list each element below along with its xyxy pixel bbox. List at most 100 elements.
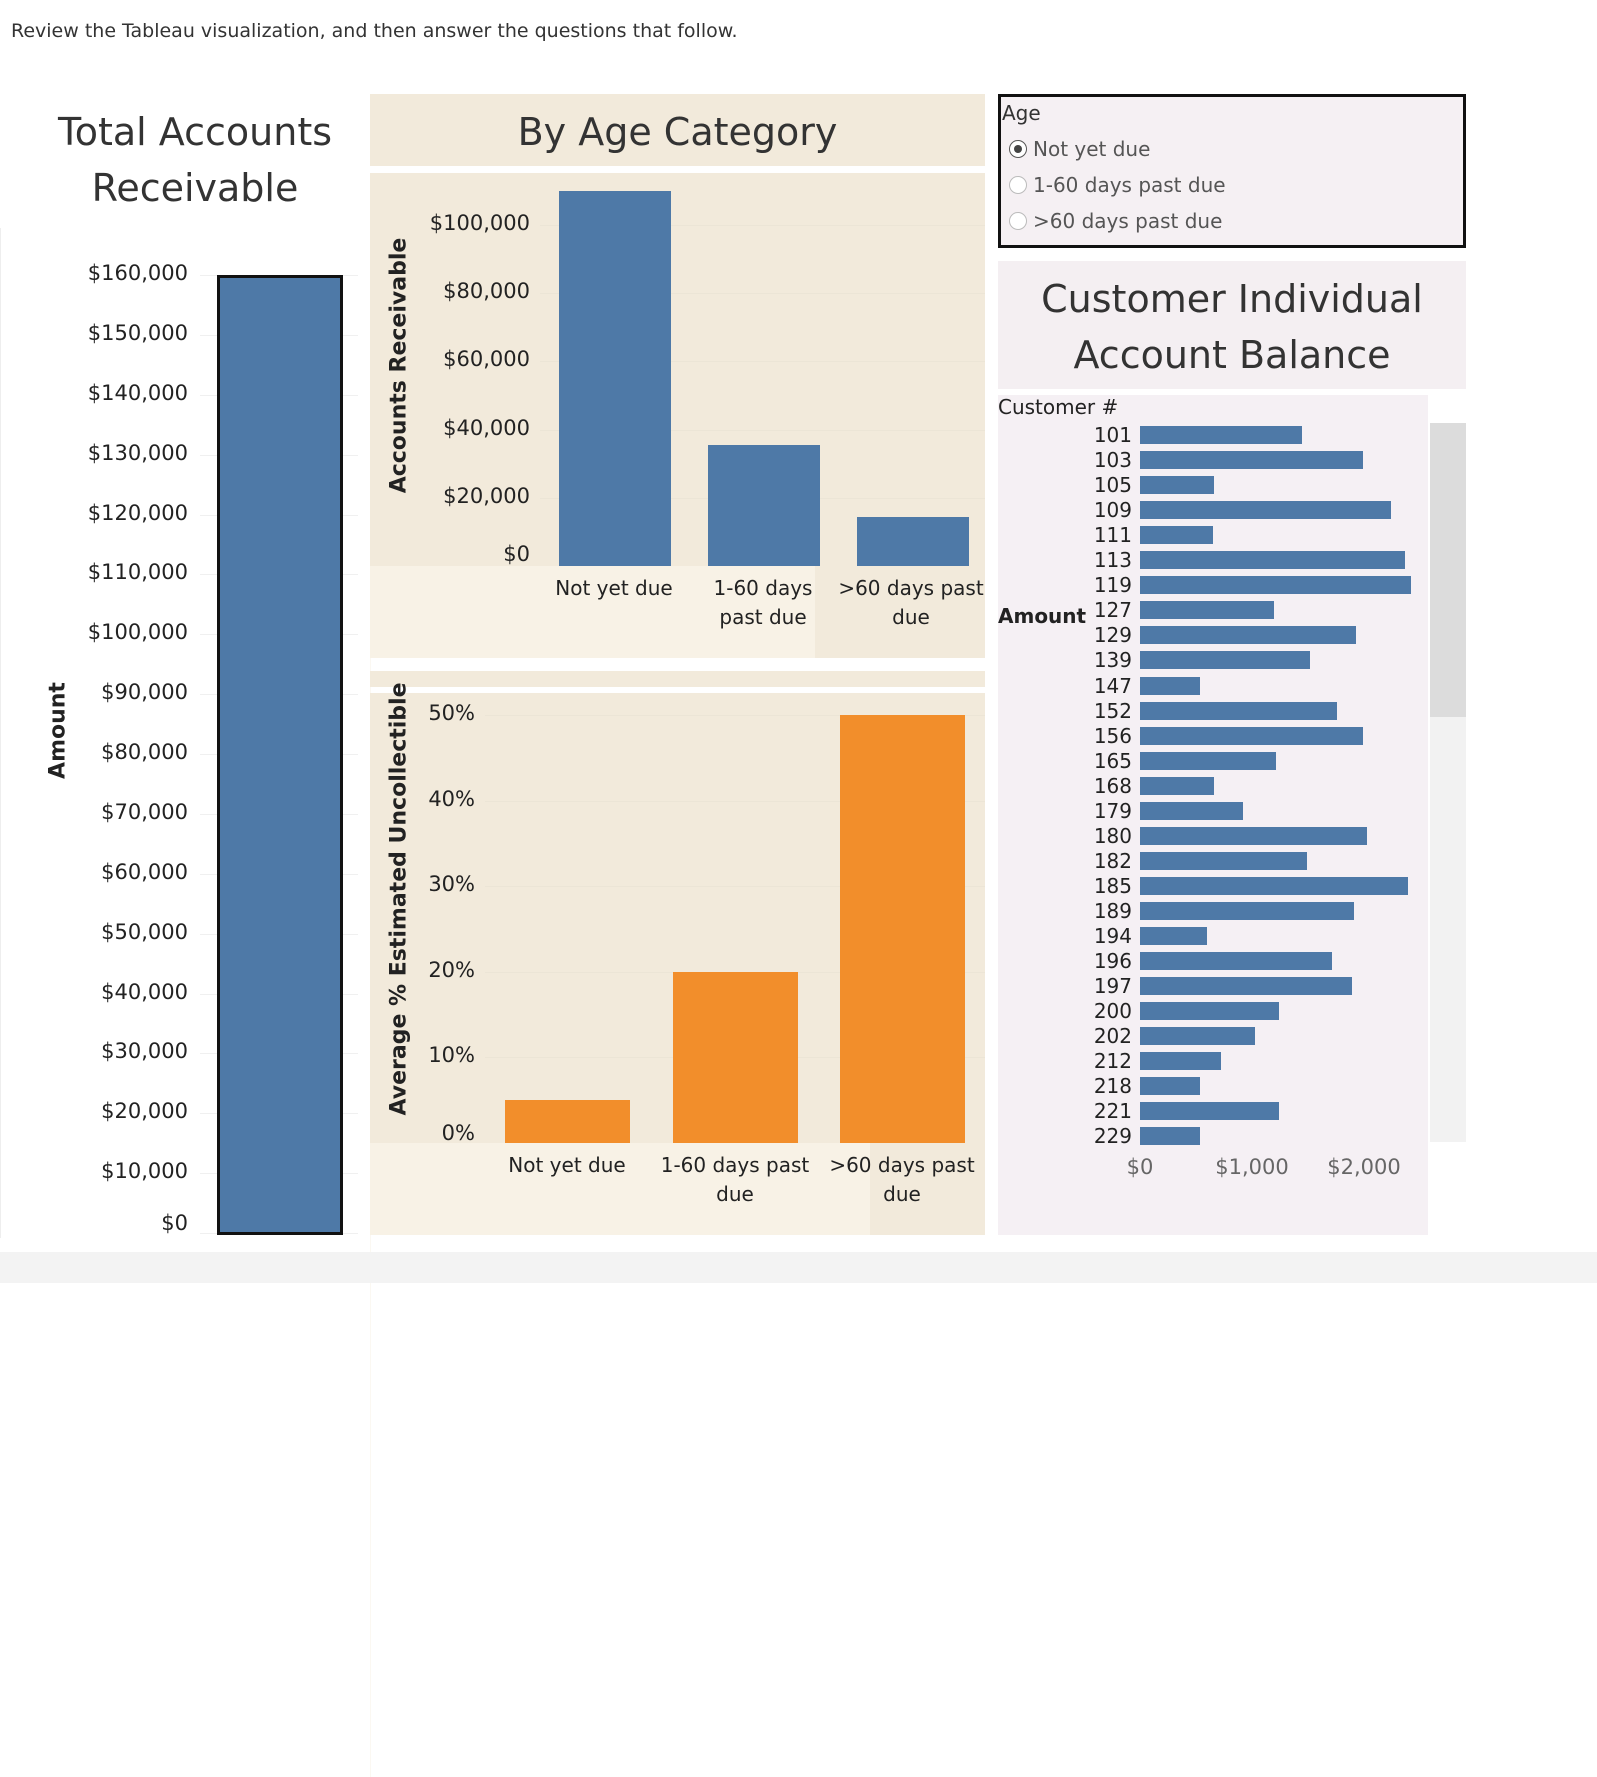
age-header: By Age Category bbox=[370, 94, 985, 166]
bar-0[interactable] bbox=[559, 191, 671, 566]
total-bar bbox=[217, 275, 343, 1235]
x-category-label: Not yet due bbox=[534, 574, 694, 603]
customer-bar[interactable] bbox=[1140, 1102, 1279, 1121]
x-axis-area bbox=[370, 566, 815, 658]
customer-label: 103 bbox=[1093, 448, 1132, 473]
category-line: 1-60 days past bbox=[660, 1153, 810, 1177]
y-tick-label: $80,000 bbox=[443, 279, 530, 304]
customer-bar[interactable] bbox=[1140, 426, 1303, 444]
customer-label: 194 bbox=[1093, 924, 1132, 948]
customer-label: 101 bbox=[1093, 423, 1132, 447]
gridline bbox=[540, 361, 985, 363]
y-tick-label: 30% bbox=[428, 872, 475, 897]
customer-bar[interactable] bbox=[1140, 676, 1201, 695]
y-tick-label: $140,000 bbox=[87, 380, 188, 405]
scrollbar[interactable] bbox=[1430, 423, 1466, 1142]
y-tick-label: $160,000 bbox=[87, 261, 188, 285]
customer-bar[interactable] bbox=[1140, 1002, 1279, 1021]
customer-bar[interactable] bbox=[1140, 901, 1354, 920]
customer-bar[interactable] bbox=[1140, 626, 1357, 645]
x-category-label: 1-60 days past due bbox=[655, 1151, 815, 1209]
customer-bar[interactable] bbox=[1140, 851, 1307, 870]
age-option-radio[interactable]: >60 days past due bbox=[1001, 203, 1463, 239]
customer-bar[interactable] bbox=[1140, 776, 1214, 795]
customer-bar[interactable] bbox=[1140, 1127, 1201, 1146]
category-line: due bbox=[716, 1182, 754, 1206]
category-line: >60 days past bbox=[838, 576, 984, 600]
age-option-label[interactable]: 1-60 days past due bbox=[1033, 173, 1226, 197]
row-header: Customer # bbox=[998, 395, 1119, 419]
customer-label: 139 bbox=[1093, 648, 1132, 673]
age-option-radio[interactable]: 1-60 days past due bbox=[1001, 167, 1463, 203]
customer-label: 221 bbox=[1093, 1099, 1132, 1124]
age-option-label[interactable]: >60 days past due bbox=[1033, 209, 1223, 233]
customer-bar[interactable] bbox=[1140, 927, 1208, 945]
uncollectible-chart: Average % Estimated Uncollectible 0% 10% 20… bbox=[370, 682, 985, 1777]
bar-2[interactable] bbox=[840, 715, 965, 1143]
y-tick-label: 10% bbox=[428, 1043, 475, 1068]
total-title-line1: Total Accounts bbox=[57, 110, 333, 154]
ar-by-age-chart: Accounts Receivable $0 $20,000 $40,000 $60,0… bbox=[370, 173, 985, 1143]
customer-bar[interactable] bbox=[1140, 701, 1338, 720]
customer-bar[interactable] bbox=[1140, 952, 1332, 971]
customer-bar[interactable] bbox=[1140, 726, 1363, 745]
customer-bar[interactable] bbox=[1140, 451, 1363, 470]
customer-label: 229 bbox=[1093, 1124, 1132, 1149]
customer-bar[interactable] bbox=[1140, 801, 1244, 820]
customer-bar[interactable] bbox=[1140, 476, 1214, 495]
age-option-radio[interactable]: Not yet due bbox=[1001, 131, 1463, 167]
bar-1[interactable] bbox=[673, 971, 798, 1143]
customer-label: 113 bbox=[1093, 548, 1132, 573]
customer-bar[interactable] bbox=[1140, 576, 1412, 595]
bar-0[interactable] bbox=[505, 1100, 630, 1143]
customer-bar[interactable] bbox=[1140, 1077, 1201, 1096]
radio-circle-icon[interactable] bbox=[1009, 176, 1027, 194]
customer-title-line2: Account Balance bbox=[1073, 333, 1391, 377]
customer-label: 152 bbox=[1093, 698, 1132, 723]
customer-bar[interactable] bbox=[1140, 651, 1311, 670]
total-title: Total Accounts Receivable bbox=[20, 104, 370, 216]
radio-circle-icon[interactable] bbox=[1009, 212, 1027, 230]
radio-circle-icon[interactable] bbox=[1009, 140, 1027, 158]
customer-label: 180 bbox=[1093, 823, 1132, 848]
instructions-text: Review the Tableau visualization, and th… bbox=[11, 20, 738, 42]
customer-bar[interactable] bbox=[1140, 826, 1368, 845]
y-tick-label: $10,000 bbox=[101, 1159, 188, 1184]
x-category-label: >60 days past due bbox=[831, 574, 991, 632]
y-tick-label: $0 bbox=[503, 542, 530, 566]
age-option-label[interactable]: Not yet due bbox=[1033, 137, 1151, 161]
y-tick-label: $0 bbox=[161, 1211, 188, 1235]
customer-bar[interactable] bbox=[1140, 751, 1276, 770]
customer-bar[interactable] bbox=[1140, 601, 1275, 620]
customer-bar[interactable] bbox=[1140, 526, 1213, 545]
x-tick-label: $2,000 bbox=[1327, 1155, 1401, 1179]
customer-balance-chart: Customer # 101 103 105 109 111 113 119 127 129 139… bbox=[998, 395, 1428, 1235]
customer-label: 147 bbox=[1093, 673, 1132, 698]
customer-bar[interactable] bbox=[1140, 501, 1391, 520]
y-tick-label: $80,000 bbox=[101, 740, 188, 764]
customer-bar[interactable] bbox=[1140, 551, 1406, 570]
bar-1[interactable] bbox=[708, 444, 820, 566]
y-tick-label: 50% bbox=[428, 701, 475, 725]
x-axis-area bbox=[370, 1143, 870, 1235]
category-line: Not yet due bbox=[508, 1153, 626, 1177]
gridline bbox=[540, 225, 985, 227]
customer-label: 189 bbox=[1093, 898, 1132, 923]
customer-label: 156 bbox=[1093, 723, 1132, 748]
customer-bar[interactable] bbox=[1140, 977, 1352, 996]
customer-bar[interactable] bbox=[1140, 876, 1408, 895]
customer-bar[interactable] bbox=[1140, 1027, 1256, 1046]
bar-2[interactable] bbox=[857, 516, 969, 566]
customer-label: 196 bbox=[1093, 949, 1132, 974]
customer-label: 111 bbox=[1093, 523, 1132, 548]
customer-bar[interactable] bbox=[1140, 1052, 1221, 1071]
y-tick-label: $90,000 bbox=[101, 680, 188, 705]
x-axis-label: Amount bbox=[998, 604, 1087, 628]
y-axis-label: Accounts Receivable bbox=[386, 237, 412, 494]
category-line: 1-60 days bbox=[713, 576, 813, 600]
y-tick-label: $50,000 bbox=[101, 919, 188, 944]
gridline bbox=[485, 715, 985, 716]
y-tick-label: $20,000 bbox=[101, 1099, 188, 1124]
y-tick-label: $100,000 bbox=[429, 211, 530, 236]
scrollbar-thumb[interactable] bbox=[1430, 423, 1466, 717]
